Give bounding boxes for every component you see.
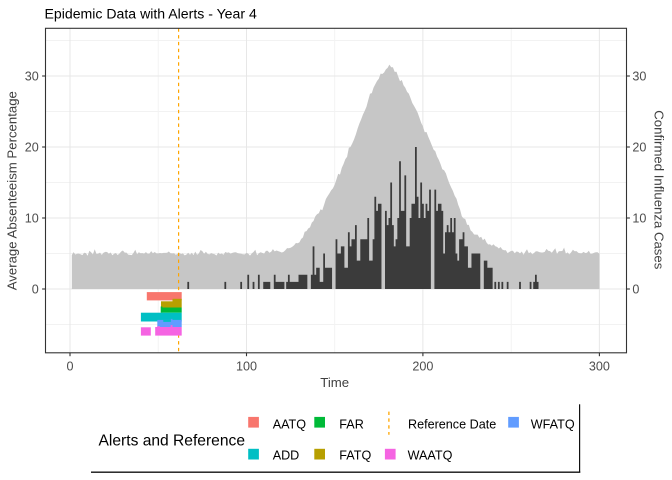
svg-text:200: 200 <box>412 360 433 374</box>
svg-text:0: 0 <box>32 283 39 297</box>
svg-text:WFATQ: WFATQ <box>531 417 575 431</box>
svg-text:WAATQ: WAATQ <box>408 448 453 462</box>
svg-text:Average Absenteeism Percentage: Average Absenteeism Percentage <box>5 91 20 290</box>
svg-text:30: 30 <box>632 70 646 84</box>
svg-text:FATQ: FATQ <box>339 448 371 462</box>
svg-text:AATQ: AATQ <box>273 417 307 431</box>
svg-text:0: 0 <box>66 360 73 374</box>
svg-text:Epidemic Data with Alerts - Ye: Epidemic Data with Alerts - Year 4 <box>45 6 257 22</box>
svg-text:300: 300 <box>589 360 610 374</box>
svg-text:Alerts and Reference: Alerts and Reference <box>99 433 246 450</box>
svg-text:100: 100 <box>236 360 257 374</box>
svg-text:FAR: FAR <box>339 417 364 431</box>
svg-text:Confirmed Influenza Cases: Confirmed Influenza Cases <box>652 110 667 269</box>
svg-text:10: 10 <box>632 212 646 226</box>
svg-text:Reference Date: Reference Date <box>408 417 496 431</box>
svg-text:30: 30 <box>25 70 39 84</box>
svg-text:Time: Time <box>320 375 349 390</box>
svg-text:10: 10 <box>25 212 39 226</box>
svg-text:ADD: ADD <box>273 448 300 462</box>
svg-text:20: 20 <box>25 141 39 155</box>
svg-text:20: 20 <box>632 141 646 155</box>
svg-text:0: 0 <box>632 283 639 297</box>
